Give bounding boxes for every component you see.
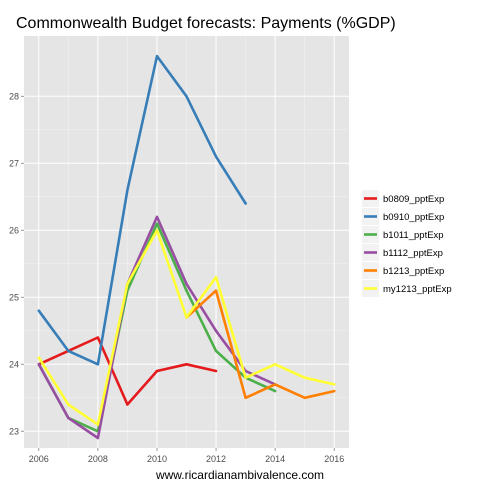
x-tick-label: 2012: [206, 454, 226, 464]
y-tick-label: 26: [9, 225, 19, 235]
legend-label: my1213_pptExp: [383, 284, 452, 295]
y-tick-label: 24: [9, 359, 19, 369]
legend-label: b1213_pptExp: [383, 266, 444, 277]
y-axis: 23 24 25 26 27 28: [9, 91, 24, 436]
legend-label: b0809_pptExp: [383, 194, 444, 205]
chart-title: Commonwealth Budget forecasts: Payments …: [16, 15, 396, 32]
x-axis: 2006 2008 2010 2012 2014 2016: [29, 448, 344, 464]
y-tick-label: 28: [9, 91, 19, 101]
x-axis-label: www.ricardianambivalence.com: [155, 468, 324, 480]
x-tick-label: 2014: [265, 454, 285, 464]
major-gridlines: [24, 36, 349, 448]
y-tick-label: 23: [9, 426, 19, 436]
legend-label: b1112_pptExp: [383, 248, 443, 259]
y-tick-label: 25: [9, 292, 19, 302]
series-line-b1213-pptexp: [185, 289, 336, 400]
x-tick-label: 2008: [88, 454, 108, 464]
legend: b0809_pptExp b0910_pptExp b1011_pptExp b111…: [362, 190, 452, 297]
x-tick-label: 2010: [147, 454, 167, 464]
x-tick-label: 2016: [324, 454, 344, 464]
legend-label: b1011_pptExp: [383, 230, 444, 241]
legend-label: b0910_pptExp: [383, 212, 444, 223]
series-line-b1011-pptexp: [37, 222, 277, 433]
series-lines: [37, 54, 336, 440]
minor-gridlines: [24, 36, 349, 448]
series-line-my1213-pptexp: [37, 229, 336, 426]
y-tick-label: 27: [9, 158, 19, 168]
x-tick-label: 2006: [29, 454, 49, 464]
series-line-b0910-pptexp: [37, 54, 247, 366]
